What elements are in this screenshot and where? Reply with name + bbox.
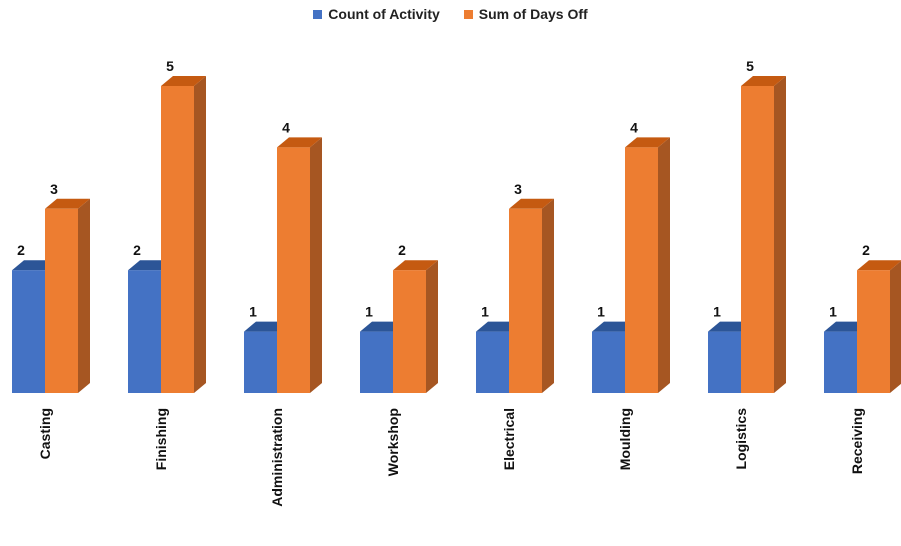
legend-item-days-off[interactable]: Sum of Days Off xyxy=(463,6,588,22)
bar-top-days-off-6 xyxy=(741,76,786,86)
data-label-count-3: 1 xyxy=(365,304,373,320)
category-label-3: Workshop xyxy=(385,408,401,476)
bar-side-days-off-3 xyxy=(426,260,438,393)
data-label-days-off-1: 5 xyxy=(166,58,174,74)
bar-top-days-off-7 xyxy=(857,260,901,271)
data-label-days-off-6: 5 xyxy=(746,58,754,74)
data-label-days-off-5: 4 xyxy=(630,119,638,135)
bar-days-off-7 xyxy=(857,270,890,393)
bar-days-off-5 xyxy=(625,147,658,393)
bar-side-days-off-0 xyxy=(78,198,90,393)
bar-side-days-off-7 xyxy=(890,261,901,393)
data-label-count-0: 2 xyxy=(17,242,25,258)
legend-item-count[interactable]: Count of Activity xyxy=(313,6,440,22)
category-label-2: Administration xyxy=(269,408,285,507)
data-label-count-1: 2 xyxy=(133,242,141,258)
category-label-0: Casting xyxy=(37,408,53,459)
data-label-count-5: 1 xyxy=(597,304,605,320)
data-label-count-4: 1 xyxy=(481,304,489,320)
data-label-count-6: 1 xyxy=(713,304,721,320)
data-label-days-off-0: 3 xyxy=(50,181,58,197)
bar-days-off-3 xyxy=(393,270,426,393)
category-label-5: Moulding xyxy=(617,408,633,470)
category-label-1: Finishing xyxy=(153,408,169,470)
bar-count-5 xyxy=(592,331,625,393)
data-label-count-7: 1 xyxy=(829,304,837,320)
bar-days-off-0 xyxy=(45,208,78,393)
bar-top-days-off-2 xyxy=(277,137,322,148)
bar-count-7 xyxy=(824,331,857,393)
bar-side-days-off-4 xyxy=(542,198,554,393)
data-label-days-off-3: 2 xyxy=(398,242,406,258)
bar-side-days-off-5 xyxy=(658,137,670,393)
bar-count-2 xyxy=(244,331,277,393)
bar-top-days-off-5 xyxy=(625,137,670,148)
bar-count-4 xyxy=(476,331,509,393)
data-label-count-2: 1 xyxy=(249,304,257,320)
legend-label-count: Count of Activity xyxy=(328,6,440,22)
bar-top-days-off-3 xyxy=(393,260,438,271)
category-label-6: Logistics xyxy=(733,408,749,470)
bar-side-days-off-6 xyxy=(774,76,786,393)
bar-days-off-2 xyxy=(277,147,310,393)
legend: Count of Activity Sum of Days Off xyxy=(0,6,901,22)
bar-side-days-off-2 xyxy=(310,137,322,393)
bar-days-off-1 xyxy=(161,86,194,393)
data-label-days-off-7: 2 xyxy=(862,242,870,258)
bar-top-days-off-0 xyxy=(45,198,90,209)
bar-count-1 xyxy=(128,270,161,393)
bar-top-days-off-1 xyxy=(161,76,206,86)
data-label-days-off-2: 4 xyxy=(282,119,290,135)
bar-count-0 xyxy=(12,270,45,393)
legend-label-days-off: Sum of Days Off xyxy=(478,6,588,22)
data-label-days-off-4: 3 xyxy=(514,181,522,197)
category-label-4: Electrical xyxy=(501,408,517,470)
legend-swatch-count xyxy=(313,9,323,19)
bar-days-off-6 xyxy=(741,86,774,393)
category-label-7: Receiving xyxy=(849,408,865,474)
legend-swatch-days-off xyxy=(463,9,473,19)
bar-days-off-4 xyxy=(509,208,542,393)
bar-count-3 xyxy=(360,331,393,393)
bar-top-days-off-4 xyxy=(509,198,554,209)
bar-count-6 xyxy=(708,331,741,393)
bar-side-days-off-1 xyxy=(194,76,206,393)
